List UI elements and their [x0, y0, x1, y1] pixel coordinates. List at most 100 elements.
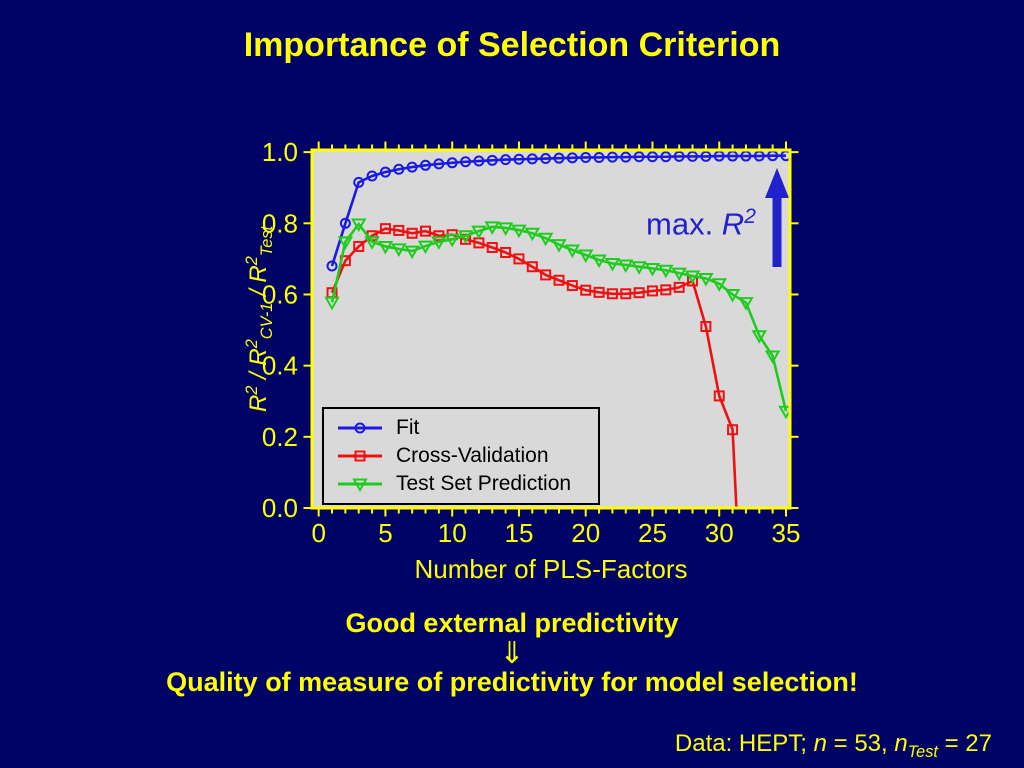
marker-triangle-down [631, 261, 647, 275]
marker-triangle-down [391, 243, 407, 257]
legend-item-test-set-prediction: Test Set Prediction [336, 470, 598, 498]
marker-triangle-down [337, 236, 354, 250]
marker-square [393, 224, 405, 236]
marker-circle [553, 152, 565, 164]
marker-circle [433, 158, 445, 170]
marker-square [660, 284, 672, 296]
text-segment: R [245, 348, 272, 366]
marker-square [540, 269, 552, 281]
marker-square [713, 390, 725, 402]
series-line [330, 227, 738, 508]
text-segment: 2 [744, 205, 756, 228]
marker-circle [660, 151, 672, 163]
marker-triangle-down [551, 239, 567, 253]
text-segment: CV-1 [257, 302, 276, 340]
marker-triangle-down [511, 224, 527, 239]
marker-square [553, 274, 565, 286]
marker-circle [606, 151, 618, 163]
marker-circle [339, 217, 351, 229]
y-tick-label: 0.8 [262, 208, 298, 238]
marker-triangle-down [698, 272, 714, 287]
x-tick-label: 0 [311, 518, 325, 548]
marker-triangle-down [497, 222, 514, 236]
marker-circle [700, 150, 712, 162]
text-segment: / [245, 282, 272, 303]
marker-square [379, 223, 391, 235]
marker-triangle-down [711, 278, 727, 292]
marker-square [700, 321, 712, 333]
marker-triangle-down [618, 259, 634, 273]
marker-circle [580, 151, 592, 163]
y-tick-label: 0.6 [262, 279, 298, 309]
data-credit: Data: HEPT; n = 53, nTest = 27 [675, 730, 992, 762]
text-segment: Test [257, 225, 276, 257]
marker-square [513, 253, 525, 265]
marker-triangle-down [324, 296, 340, 311]
x-tick-label: 35 [772, 518, 801, 548]
y-tick-label: 0.2 [262, 422, 298, 452]
marker-triangle-down [577, 249, 594, 263]
y-tick-label: 1.0 [262, 137, 298, 167]
annotation-max-r2: max. R2 [646, 205, 776, 242]
marker-circle [740, 150, 752, 162]
marker-triangle-down [351, 218, 367, 233]
y-axis-label: R2 / R2CV-1 / R2Test [236, 119, 276, 519]
marker-triangle-down [738, 297, 754, 311]
marker-circle [446, 157, 458, 169]
marker-circle [513, 153, 525, 165]
x-tick-label: 20 [571, 518, 600, 548]
marker-triangle-down [364, 236, 380, 250]
marker-circle [353, 176, 365, 188]
marker-triangle-down [537, 232, 554, 247]
marker-square [633, 287, 645, 299]
x-axis-label: Number of PLS-Factors [414, 554, 687, 584]
marker-triangle-down [658, 264, 674, 279]
series-group [324, 150, 790, 508]
marker-circle [593, 151, 605, 163]
marker-triangle-down [604, 258, 621, 272]
legend-sample [338, 478, 382, 493]
y-tick-label: 0.0 [262, 493, 298, 523]
x-tick-label: 10 [438, 518, 467, 548]
marker-square [406, 227, 418, 239]
marker-circle [406, 161, 418, 173]
marker-triangle-down [444, 233, 460, 248]
x-tick-label: 15 [504, 518, 533, 548]
legend-label: Cross-Validation [396, 444, 549, 467]
x-tick-label: 25 [638, 518, 667, 548]
double-down-arrow-icon: ⇓ [499, 637, 525, 670]
marker-square [433, 230, 445, 242]
marker-triangle-down [457, 230, 474, 244]
marker-square [606, 288, 618, 300]
line-chart: 0 5 10 15 20 25 30 35 1.0 0.8 0.6 0.4 0.2 0.0 Number o… [262, 137, 801, 584]
x-tick-label: 30 [705, 518, 734, 548]
text-segment: n [813, 730, 827, 757]
legend-item-cross-validation: Cross-Validation [336, 442, 598, 470]
marker-square [354, 450, 366, 462]
marker-triangle-down [724, 288, 741, 303]
marker-triangle-down [591, 254, 607, 268]
marker-circle [366, 170, 378, 182]
marker-triangle-down [671, 267, 687, 282]
marker-square [566, 280, 578, 292]
marker-circle [687, 150, 699, 162]
marker-square [500, 246, 512, 258]
marker-square [419, 225, 431, 237]
page-title: Importance of Selection Criterion [243, 26, 781, 64]
marker-triangle-down [377, 240, 394, 255]
marker-circle [620, 151, 632, 163]
marker-square [580, 284, 592, 296]
text-segment: 2 [243, 339, 261, 349]
marker-circle [727, 150, 739, 162]
marker-circle [633, 151, 645, 163]
marker-triangle-down [564, 244, 581, 259]
legend-sample [338, 422, 382, 434]
footer-line-1: Good external predictivity [345, 608, 679, 638]
legend-item-fit: Fit [336, 414, 598, 442]
marker-square [646, 285, 658, 297]
marker-square [486, 242, 498, 254]
marker-circle [540, 153, 552, 165]
marker-circle [326, 260, 338, 272]
text-segment: 2 [243, 385, 261, 395]
marker-triangle-down [352, 478, 368, 493]
